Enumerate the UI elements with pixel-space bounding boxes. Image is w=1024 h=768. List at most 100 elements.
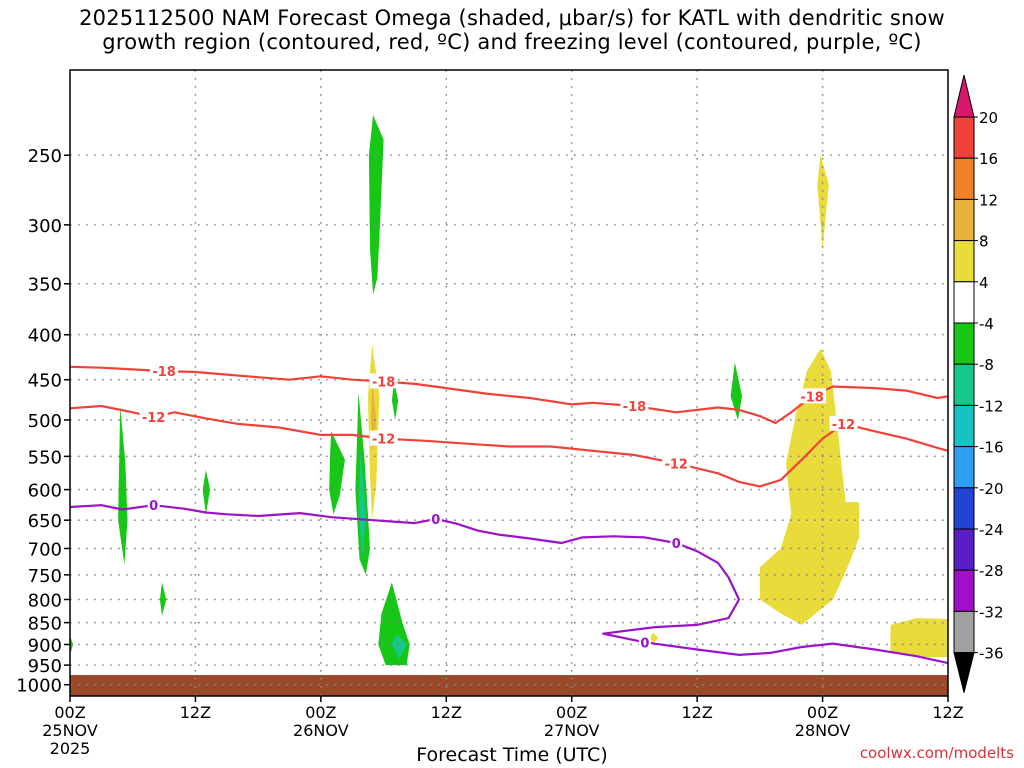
contour-label-2-30: 0 — [640, 636, 649, 651]
contour-label-bg-0-10 — [369, 373, 398, 389]
colorbar-label-0: 20 — [979, 109, 998, 127]
y-tick-label-750: 750 — [28, 566, 62, 587]
contour-label-bg-0-17 — [620, 397, 649, 413]
x-tick-label-72: 00Z — [807, 703, 838, 722]
colorbar-label-1: 16 — [979, 150, 998, 168]
plot-frame — [69, 69, 949, 697]
x-tick-label-48: 00Z — [556, 703, 587, 722]
omega-region-8 — [378, 582, 410, 666]
y-tick-label-350: 350 — [28, 275, 62, 296]
omega-region-10 — [358, 449, 366, 560]
y-tick-label-700: 700 — [28, 539, 62, 560]
colorbar-top-arrow — [953, 74, 975, 118]
colorbar-segment-10 — [953, 487, 975, 530]
x-axis-title: Forecast Time (UTC) — [416, 744, 608, 766]
colorbar-segment-11 — [953, 528, 975, 571]
colorbar-segment-8 — [953, 404, 975, 448]
site-credit: coolwx.com/modelts — [859, 744, 1014, 762]
colorbar-segment-12 — [953, 569, 975, 612]
omega-region-11 — [391, 633, 407, 659]
ground-layer — [70, 675, 948, 696]
contour-label-bg-2-21 — [670, 534, 683, 550]
chart-title: 2025112500 NAM Forecast Omega (shaded, μ… — [0, 6, 1024, 54]
colorbar-label-7: -12 — [979, 397, 1004, 415]
colorbar-label-8: -16 — [979, 439, 1004, 457]
contour-label-0-24: -18 — [800, 390, 824, 405]
colorbar-segment-1 — [953, 116, 975, 159]
y-tick-label-550: 550 — [28, 447, 62, 468]
y-tick-label-400: 400 — [28, 326, 62, 347]
omega-region-3 — [159, 582, 167, 616]
x-tick-label-24: 00Z — [305, 703, 336, 722]
colorbar-segment-9 — [953, 446, 975, 489]
x-date-label-72: 28NOV — [795, 721, 851, 740]
chart-title-line2: growth region (contoured, red, ºC) and f… — [102, 30, 922, 54]
y-tick-label-950: 950 — [28, 656, 62, 677]
colorbar-segment-3 — [953, 198, 975, 242]
y-tick-label-850: 850 — [28, 614, 62, 635]
contour-label-bg-0-24 — [798, 388, 827, 404]
colorbar-label-12: -32 — [979, 603, 1004, 621]
contour-label-0-3: -18 — [152, 365, 176, 380]
colorbar-segment-13 — [953, 610, 975, 654]
contour-2 — [69, 504, 949, 665]
omega-region-0 — [368, 115, 384, 295]
contour-label-2-3: 0 — [149, 499, 158, 514]
contour-1 — [69, 404, 949, 488]
contour-label-1-24: -12 — [832, 418, 856, 433]
omega-region-13 — [817, 155, 829, 250]
colorbar-label-3: 8 — [979, 233, 989, 251]
contour-label-1-3: -12 — [142, 411, 166, 426]
colorbar-segment-4 — [953, 240, 975, 283]
omega-region-16 — [650, 632, 659, 644]
colorbar-label-11: -28 — [979, 562, 1004, 580]
colorbar-label-13: -36 — [979, 645, 1004, 663]
colorbar-label-10: -24 — [979, 521, 1004, 539]
x-tick-label-0: 00Z — [54, 703, 85, 722]
x-tick-label-60: 12Z — [681, 703, 712, 722]
contour-label-bg-2-3 — [147, 497, 160, 513]
y-tick-label-300: 300 — [28, 216, 62, 237]
contour-layer: -18 -18 -18 -18 -12 -12 -12 -12 0 0 0 0 — [69, 363, 949, 665]
y-axis: 250 300 350 400 450 500 550 600 650 700 750 800 850 9… — [16, 146, 70, 697]
contour-label-2-21: 0 — [672, 537, 681, 552]
contour-label-bg-1-3 — [139, 408, 168, 424]
x-date-label-0: 25NOV — [42, 721, 98, 740]
contour-label-bg-2-12 — [429, 510, 442, 526]
y-tick-label-600: 600 — [28, 481, 62, 502]
contour-label-1-10: -12 — [372, 433, 396, 448]
contour-label-bg-1-17 — [662, 455, 691, 471]
colorbar-segment-5 — [953, 281, 975, 324]
y-tick-label-1000: 1000 — [16, 676, 62, 697]
contour-label-bg-1-10 — [369, 430, 398, 446]
x-year-label-0: 2025 — [50, 739, 91, 758]
chart-title-line1: 2025112500 NAM Forecast Omega (shaded, μ… — [79, 6, 945, 30]
omega-region-5 — [329, 431, 345, 515]
grid-layer — [70, 70, 948, 696]
contour-label-1-17: -12 — [664, 457, 688, 472]
colorbar-segment-6 — [953, 322, 975, 365]
y-tick-label-500: 500 — [28, 411, 62, 432]
omega-region-1 — [118, 406, 128, 565]
x-tick-label-12: 12Z — [180, 703, 211, 722]
ground-band — [70, 675, 948, 696]
omega-region-17 — [890, 618, 948, 657]
colorbar-segment-2 — [953, 157, 975, 200]
omega-region-4 — [70, 635, 74, 655]
y-tick-label-650: 650 — [28, 511, 62, 532]
contour-label-bg-2-30 — [638, 634, 651, 650]
omega-region-9 — [730, 362, 743, 420]
x-tick-label-84: 12Z — [932, 703, 963, 722]
y-tick-label-450: 450 — [28, 371, 62, 392]
y-tick-label-250: 250 — [28, 146, 62, 167]
contour-label-bg-0-3 — [150, 363, 179, 379]
colorbar-bottom-arrow — [953, 652, 975, 693]
contour-label-2-12: 0 — [431, 513, 440, 528]
contour-label-0-17: -18 — [623, 400, 647, 415]
y-tick-label-800: 800 — [28, 590, 62, 611]
colorbar: 20 16 12 8 4 -4 -8 -12 -16 -20 -24 -28 -32 -36 — [953, 74, 1004, 693]
colorbar-label-5: -4 — [979, 315, 994, 333]
colorbar-label-2: 12 — [979, 191, 998, 209]
